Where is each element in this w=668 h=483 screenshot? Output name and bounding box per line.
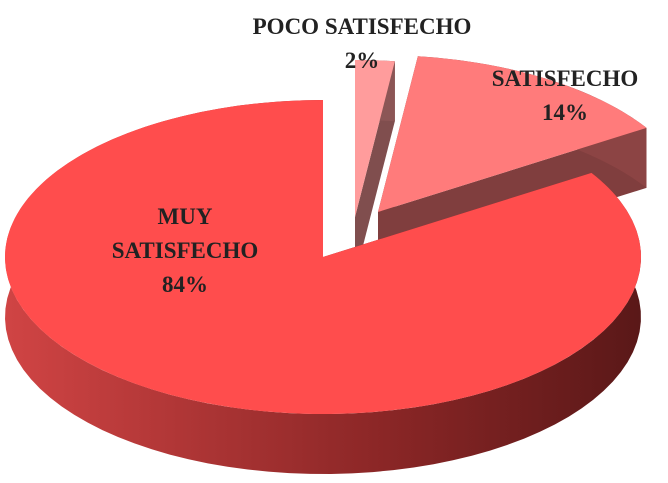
slice [4,100,641,414]
slice-label: MUY SATISFECHO 84% [110,200,260,302]
slice [378,56,647,212]
slice-category: SATISFECHO [491,66,639,91]
slice-value: 14% [542,100,588,125]
slice-category: MUY SATISFECHO [111,204,259,263]
slice-label: POCO SATISFECHO 2% [212,10,512,78]
slice-label: SATISFECHO 14% [465,62,665,130]
slice-value: 84% [162,272,208,297]
slice [355,60,395,217]
slice-value: 2% [344,48,380,73]
slice-category: POCO SATISFECHO [252,14,472,39]
